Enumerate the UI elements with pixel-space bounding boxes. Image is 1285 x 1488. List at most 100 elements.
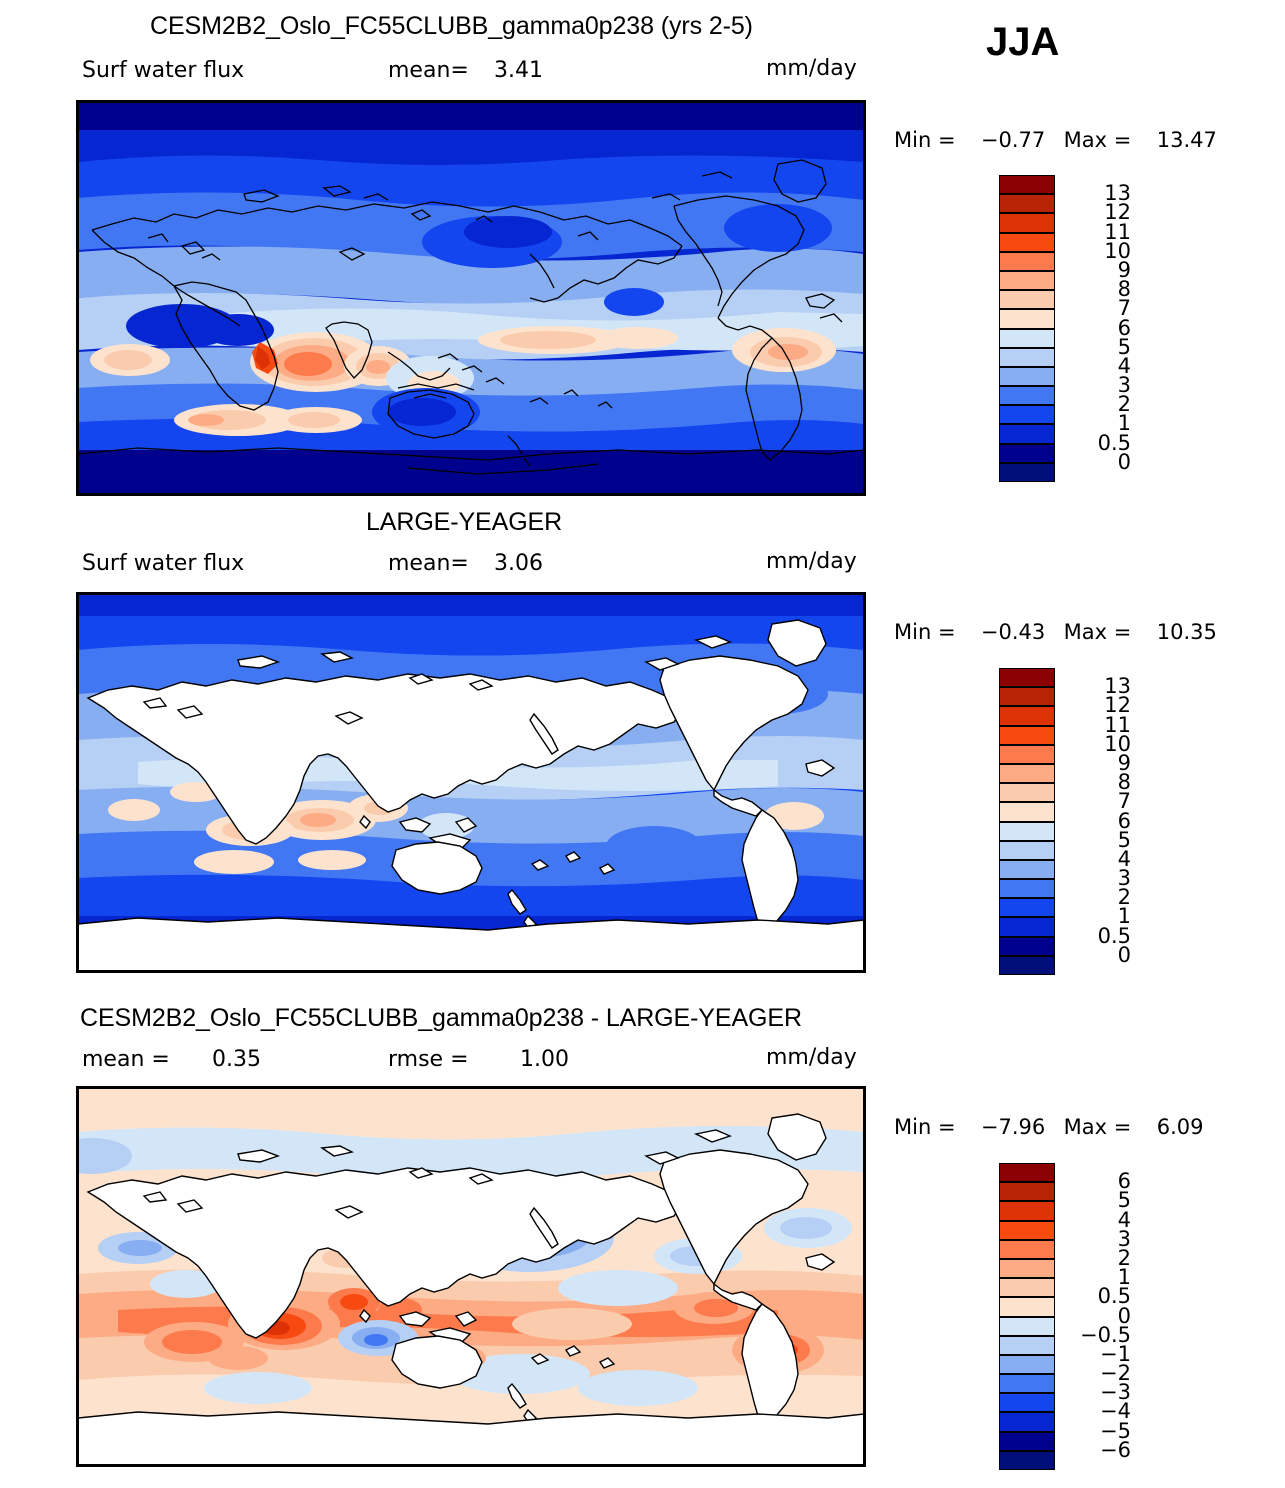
colorbar-observation-tick-label: 8 <box>1117 770 1131 795</box>
map-panel-difference <box>76 1086 866 1467</box>
panel-2-minmax: Min = −0.43 Max = 10.35 <box>894 620 1217 644</box>
colorbar-model-segment <box>999 366 1055 387</box>
colorbar-difference-segment <box>999 1239 1055 1259</box>
colorbar-observation-segment <box>999 879 1055 899</box>
colorbar-model-tick-label: 10 <box>1104 238 1131 263</box>
colorbar-observation-tick-label: 6 <box>1117 808 1131 833</box>
colorbar-observation-tick-label: 12 <box>1104 693 1131 718</box>
colorbar-observation-tick-label: 0.5 <box>1097 923 1131 948</box>
colorbar-difference-tick-label: −5 <box>1100 1418 1131 1443</box>
colorbar-model-segment <box>999 462 1055 482</box>
colorbar-observation-tick-label: 9 <box>1117 750 1131 775</box>
panel-2-mean-label: mean= <box>388 551 469 576</box>
colorbar-difference-segment <box>999 1316 1055 1336</box>
colorbar-model-tick-label: 8 <box>1117 277 1131 302</box>
panel-2-units: mm/day <box>766 549 857 574</box>
colorbar-observation-tick-label: 0 <box>1117 942 1131 967</box>
map-panel-model <box>76 100 866 496</box>
colorbar-observation-segment <box>999 821 1055 841</box>
panel-2-min-value: −0.43 <box>980 620 1046 644</box>
colorbar-model-segment <box>999 328 1055 348</box>
land-mask-difference <box>78 1113 864 1465</box>
panel-2-variable: Surf water flux <box>82 551 245 576</box>
panel-1-max-value: 13.47 <box>1156 128 1217 152</box>
colorbar-observation-segment <box>999 955 1055 975</box>
colorbar-observation-segment <box>999 840 1055 860</box>
colorbar-difference-segment <box>999 1393 1055 1413</box>
colorbar-difference-segment <box>999 1450 1055 1470</box>
colorbar-model-tick-label: 6 <box>1117 315 1131 340</box>
colorbar-observation-tick-label: 13 <box>1104 674 1131 699</box>
colorbar-model-tick-label: 9 <box>1117 257 1131 282</box>
colorbar-difference-tick-label: 6 <box>1117 1169 1131 1194</box>
colorbar-observation-tick-label: 5 <box>1117 827 1131 852</box>
panel-3-min-label: Min = <box>894 1115 956 1139</box>
panel-2-max-value: 10.35 <box>1156 620 1217 644</box>
panel-3-max-value: 6.09 <box>1156 1115 1204 1139</box>
land-mask-observation <box>78 619 864 971</box>
panel-2-title: LARGE-YEAGER <box>366 508 563 536</box>
colorbar-difference-tick-label: 0 <box>1117 1303 1131 1328</box>
difference-field-layer <box>78 1088 864 1465</box>
colorbar-difference-segment <box>999 1220 1055 1240</box>
panel-1-mean-value: 3.41 <box>494 58 543 83</box>
colorbar-observation-segment <box>999 783 1055 803</box>
colorbar-difference-segment <box>999 1201 1055 1221</box>
panel-1-max-label: Max = <box>1063 128 1132 152</box>
panel-1-minmax: Min = −0.77 Max = 13.47 <box>894 128 1217 152</box>
colorbar-observation-segment <box>999 763 1055 784</box>
colorbar-observation-tick-label: 3 <box>1117 866 1131 891</box>
colorbar-difference-segment <box>999 1258 1055 1279</box>
colorbar-observation-tick-label: 10 <box>1104 731 1131 756</box>
colorbar-difference-segment <box>999 1335 1055 1355</box>
colorbar-difference-tick-label: −1 <box>1100 1341 1131 1366</box>
colorbar-observation-tick-label: 7 <box>1117 789 1131 814</box>
model-field-layer <box>78 102 864 494</box>
panel-1-title: CESM2B2_Oslo_FC55CLUBB_gamma0p238 (yrs 2… <box>150 12 753 40</box>
colorbar-observation-segment <box>999 898 1055 918</box>
colorbar-observation-segment <box>999 687 1055 707</box>
colorbar-model-tick-label: 13 <box>1104 181 1131 206</box>
colorbar-difference-tick-label: 4 <box>1117 1207 1131 1232</box>
colorbar-model-segment <box>999 443 1055 463</box>
colorbar-difference-segment <box>999 1412 1055 1432</box>
colorbar-difference-tick-label: −2 <box>1100 1361 1131 1386</box>
colorbar-model-segment <box>999 309 1055 329</box>
colorbar-observation-segment <box>999 802 1055 822</box>
colorbar-model-tick-label: 0.5 <box>1097 430 1131 455</box>
panel-3-mean-label: mean = <box>82 1047 170 1072</box>
colorbar-observation-tick-label: 1 <box>1117 904 1131 929</box>
colorbar-difference: 6 5 4 3 2 1 0.5 0 −0.5 −1 −2 −3 −4 −5 −6 <box>999 1163 1139 1470</box>
map-panel-observation <box>76 592 866 973</box>
panel-1-variable: Surf water flux <box>82 58 245 83</box>
colorbar-model-tick-label: 11 <box>1104 219 1131 244</box>
observation-field-layer <box>78 594 864 971</box>
colorbar-difference-tick-label: 3 <box>1117 1226 1131 1251</box>
colorbar-model-segment <box>999 405 1055 425</box>
colorbar-difference-tick-label: −3 <box>1100 1380 1131 1405</box>
colorbar-difference-segment <box>999 1278 1055 1298</box>
colorbar-difference-segment <box>999 1431 1055 1451</box>
season-label: JJA <box>986 20 1060 64</box>
coastlines-model <box>78 159 864 475</box>
colorbar-model-segment <box>999 213 1055 233</box>
colorbar-difference-tick-label: 0.5 <box>1097 1284 1131 1309</box>
colorbar-difference-segment <box>999 1182 1055 1202</box>
map-model-svg <box>78 102 864 494</box>
panel-2-mean-value: 3.06 <box>494 551 543 576</box>
colorbar-model-segment <box>999 270 1055 291</box>
panel-3-minmax: Min = −7.96 Max = 6.09 <box>894 1115 1203 1139</box>
colorbar-difference-tick-label: −0.5 <box>1080 1322 1131 1347</box>
colorbar-observation-tick-label: 4 <box>1117 846 1131 871</box>
colorbar-difference-segment <box>999 1374 1055 1394</box>
colorbar-model-tick-label: 4 <box>1117 353 1131 378</box>
colorbar-difference-segment <box>999 1163 1055 1183</box>
panel-1-mean-label: mean= <box>388 58 469 83</box>
colorbar-observation: 13 12 11 10 9 8 7 6 5 4 3 2 1 0.5 0 <box>999 668 1139 975</box>
colorbar-model-tick-label: 12 <box>1104 200 1131 225</box>
colorbar-observation-segment <box>999 668 1055 688</box>
colorbar-model-segment <box>999 232 1055 252</box>
panel-1-units: mm/day <box>766 56 857 81</box>
colorbar-observation-tick-label: 2 <box>1117 885 1131 910</box>
colorbar-observation-segment <box>999 917 1055 937</box>
